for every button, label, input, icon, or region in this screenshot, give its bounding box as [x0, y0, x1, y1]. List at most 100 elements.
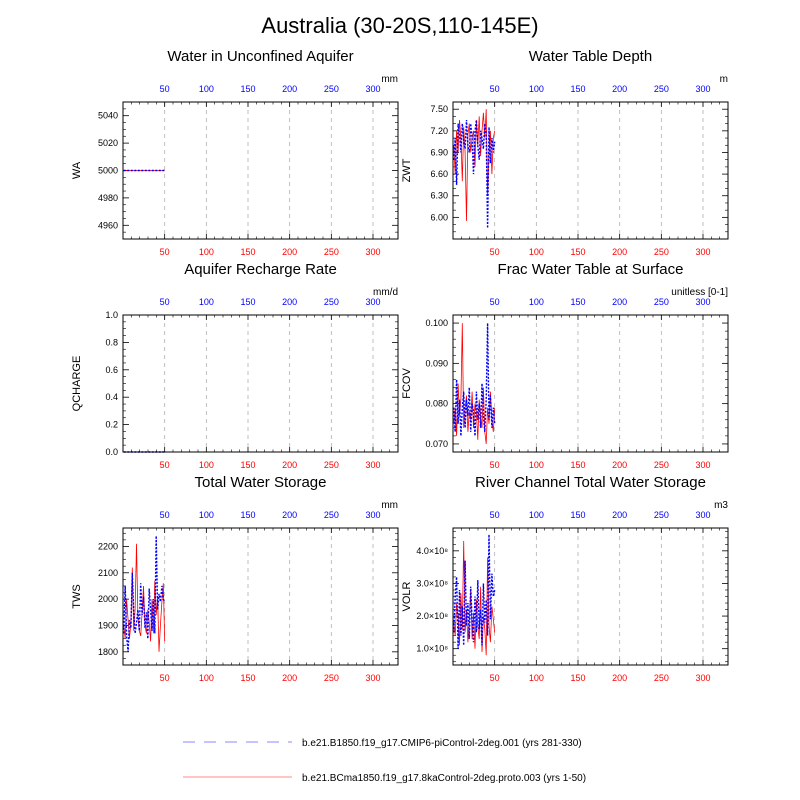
x-tick-label-bottom: 50 — [490, 247, 500, 257]
x-tick-label-top: 100 — [199, 297, 214, 307]
y-tick-label: 2.0×10⁸ — [416, 611, 448, 621]
x-tick-label-top: 150 — [240, 84, 255, 94]
x-tick-label-top: 300 — [695, 510, 710, 520]
x-tick-label-top: 250 — [324, 510, 339, 520]
x-tick-label-top: 50 — [160, 510, 170, 520]
units-zwt: m — [720, 74, 728, 85]
y-tick-label: 1900 — [98, 620, 118, 630]
y-tick-label: 1.0×10⁸ — [416, 644, 448, 654]
series-line-picontrol — [453, 534, 496, 649]
x-tick-label-bottom: 200 — [282, 460, 297, 470]
x-tick-label-top: 250 — [654, 297, 669, 307]
x-tick-label-top: 50 — [160, 297, 170, 307]
x-tick-label-bottom: 150 — [570, 673, 585, 683]
y-tick-label: 1.0 — [105, 310, 118, 320]
plot-frame — [452, 527, 729, 666]
panel-tws: Total Water Storage mm TWS 50 100 150 200 250 30… — [71, 474, 399, 683]
x-tick-label-top: 200 — [612, 297, 627, 307]
y-tick-label: 4960 — [98, 220, 118, 230]
x-tick-label-bottom: 250 — [654, 247, 669, 257]
y-tick-label: 6.00 — [430, 212, 448, 222]
x-tick-label-bottom: 250 — [324, 673, 339, 683]
plot-frame — [122, 101, 399, 240]
x-tick-label-top: 100 — [529, 510, 544, 520]
y-axis-label-wa: WA — [71, 161, 83, 179]
y-tick-label: 0.6 — [105, 365, 118, 375]
x-tick-label-bottom: 150 — [240, 673, 255, 683]
x-tick-label-top: 100 — [199, 84, 214, 94]
x-tick-label-bottom: 300 — [365, 460, 380, 470]
x-tick-label-top: 250 — [654, 510, 669, 520]
panel-zwt: Water Table Depth m ZWT 50 100 150 200 250 300 50… — [401, 48, 729, 257]
y-tick-label: 0.4 — [105, 392, 118, 402]
x-tick-label-top: 50 — [490, 84, 500, 94]
y-tick-label: 0.080 — [425, 399, 448, 409]
x-tick-label-bottom: 100 — [199, 460, 214, 470]
chart-panels: Water in Unconfined Aquifer mm WA 50 100 150 2… — [71, 48, 729, 683]
y-axis-label-zwt: ZWT — [401, 158, 413, 182]
x-tick-label-top: 200 — [612, 84, 627, 94]
x-tick-label-bottom: 250 — [654, 673, 669, 683]
y-tick-label: 1800 — [98, 647, 118, 657]
units-wa: mm — [381, 74, 398, 85]
plot-frame — [122, 314, 399, 453]
x-tick-label-top: 150 — [240, 510, 255, 520]
x-tick-label-bottom: 200 — [612, 673, 627, 683]
units-qcharge: mm/d — [373, 287, 398, 298]
units-fcov: unitless [0-1] — [671, 287, 728, 298]
x-tick-label-bottom: 50 — [490, 460, 500, 470]
x-tick-label-bottom: 100 — [199, 247, 214, 257]
legend-label: b.e21.B1850.f19_g17.CMIP6-piControl-2deg… — [302, 738, 582, 749]
y-tick-label: 4980 — [98, 193, 118, 203]
panel-qcharge: Aquifer Recharge Rate mm/d QCHARGE 50 100 150… — [71, 261, 399, 470]
y-tick-label: 7.20 — [430, 126, 448, 136]
panel-title-wa: Water in Unconfined Aquifer — [167, 48, 353, 65]
x-tick-label-bottom: 100 — [529, 673, 544, 683]
x-tick-label-bottom: 50 — [490, 673, 500, 683]
panel-title-fcov: Frac Water Table at Surface — [498, 261, 684, 278]
y-tick-label: 6.30 — [430, 191, 448, 201]
y-axis-label-tws: TWS — [71, 584, 83, 608]
x-tick-label-bottom: 250 — [324, 247, 339, 257]
y-tick-label: 2000 — [98, 594, 118, 604]
panel-title-qcharge: Aquifer Recharge Rate — [184, 261, 337, 278]
y-axis-label-volr: VOLR — [401, 581, 413, 611]
legend: b.e21.B1850.f19_g17.CMIP6-piControl-2deg… — [183, 738, 586, 784]
x-tick-label-bottom: 250 — [654, 460, 669, 470]
x-tick-label-bottom: 150 — [570, 247, 585, 257]
x-tick-label-bottom: 200 — [282, 673, 297, 683]
x-tick-label-top: 200 — [612, 510, 627, 520]
panel-wa: Water in Unconfined Aquifer mm WA 50 100 150 2… — [71, 48, 399, 257]
y-tick-label: 6.90 — [430, 147, 448, 157]
x-tick-label-bottom: 100 — [529, 460, 544, 470]
x-tick-label-top: 150 — [570, 297, 585, 307]
y-tick-label: 4.0×10⁸ — [416, 546, 448, 556]
y-tick-label: 0.0 — [105, 447, 118, 457]
units-volr: m3 — [714, 500, 728, 511]
x-tick-label-bottom: 200 — [612, 460, 627, 470]
y-tick-label: 5000 — [98, 166, 118, 176]
x-tick-label-bottom: 300 — [365, 247, 380, 257]
x-tick-label-bottom: 100 — [529, 247, 544, 257]
y-tick-label: 2200 — [98, 541, 118, 551]
y-tick-label: 5020 — [98, 138, 118, 148]
x-tick-label-top: 150 — [570, 510, 585, 520]
x-tick-label-bottom: 100 — [199, 673, 214, 683]
x-tick-label-bottom: 300 — [695, 247, 710, 257]
series-line-picontrol — [123, 535, 166, 652]
x-tick-label-top: 50 — [490, 510, 500, 520]
panel-title-volr: River Channel Total Water Storage — [475, 474, 706, 491]
x-tick-label-top: 250 — [324, 297, 339, 307]
y-tick-label: 0.100 — [425, 318, 448, 328]
y-tick-label: 7.50 — [430, 104, 448, 114]
x-tick-label-bottom: 300 — [695, 673, 710, 683]
plot-frame — [122, 527, 399, 666]
x-tick-label-bottom: 50 — [160, 460, 170, 470]
x-tick-label-bottom: 150 — [240, 460, 255, 470]
x-tick-label-bottom: 200 — [612, 247, 627, 257]
x-tick-label-top: 50 — [490, 297, 500, 307]
x-tick-label-bottom: 150 — [570, 460, 585, 470]
y-tick-label: 2100 — [98, 568, 118, 578]
x-tick-label-bottom: 50 — [160, 247, 170, 257]
